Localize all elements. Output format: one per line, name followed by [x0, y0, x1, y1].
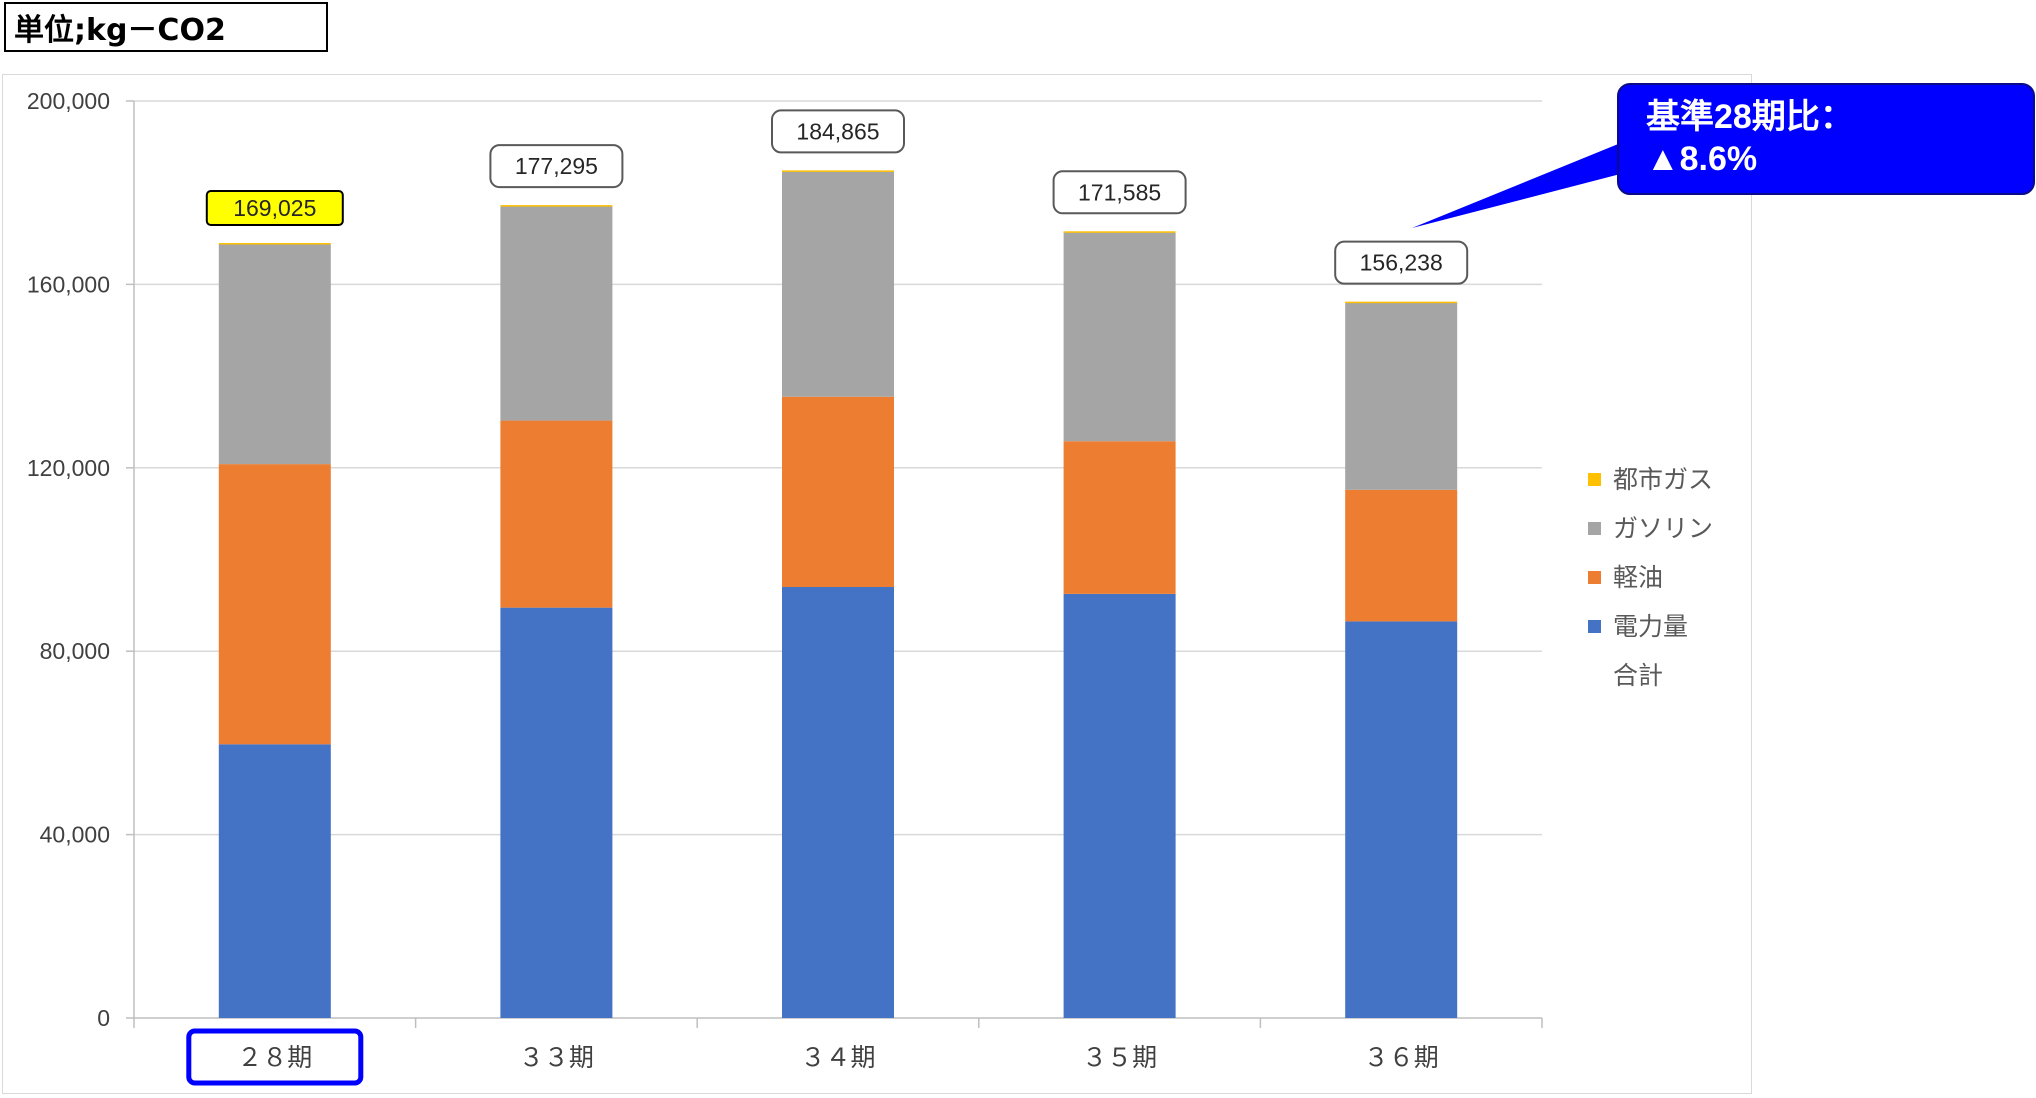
- x-tick-label: ２８期: [237, 1044, 312, 1072]
- bar-segment: [782, 171, 894, 397]
- bar-segment: [782, 587, 894, 1018]
- bar-segment: [1063, 231, 1176, 233]
- total-label: 171,585: [1078, 179, 1161, 205]
- y-tick-label: 0: [97, 1005, 110, 1031]
- bar-segment: [1345, 301, 1458, 304]
- legend-label: 合計: [1613, 662, 1663, 690]
- x-tick-label: ３４期: [800, 1044, 875, 1072]
- bar-segment: [218, 243, 331, 245]
- total-label-box: [771, 109, 905, 154]
- bar-segment: [1063, 593, 1176, 1018]
- legend-swatch: [1588, 571, 1601, 584]
- callout-line1: 基準28期比：: [1646, 98, 1854, 136]
- callout-line2: ▲8.6%: [1646, 140, 1757, 178]
- total-label-box: [1334, 240, 1469, 285]
- total-label-box: [205, 190, 344, 227]
- bar-segment: [500, 206, 613, 421]
- x-tick-label: ３３期: [519, 1044, 594, 1072]
- bars: [218, 170, 1458, 1018]
- legend-label: 軽油: [1613, 564, 1663, 592]
- total-label-box: [489, 144, 624, 189]
- bar-segment: [500, 420, 613, 608]
- total-label: 156,238: [1360, 250, 1443, 276]
- bar-segment: [218, 464, 331, 745]
- legend-swatch: [1588, 473, 1601, 486]
- y-tick-label: 80,000: [40, 638, 110, 664]
- legend-label: ガソリン: [1613, 515, 1713, 543]
- total-label: 177,295: [515, 153, 598, 179]
- callout: 基準28期比： ▲8.6%: [1412, 83, 2035, 228]
- callout-pointer: [1412, 140, 1628, 228]
- bar-segment: [1345, 302, 1458, 490]
- bar-segment: [1345, 489, 1458, 622]
- x-axis-ticks: ２８期 ３３期 ３４期 ３５期 ３６期: [186, 1028, 1439, 1086]
- bar-segment: [782, 170, 894, 172]
- bar-segment: [218, 744, 331, 1018]
- total-label: 184,865: [796, 118, 879, 144]
- legend-swatch: [1588, 620, 1601, 633]
- bar-segment: [500, 607, 613, 1018]
- callout-box: [1617, 83, 2035, 195]
- y-tick-label: 200,000: [27, 88, 110, 114]
- legend-swatch: [1588, 522, 1601, 535]
- bar-segment: [500, 205, 613, 207]
- legend-label: 電力量: [1613, 613, 1688, 641]
- x-tick-label: ３５期: [1082, 1044, 1157, 1072]
- highlight-box: [186, 1028, 364, 1086]
- bar-segment: [782, 396, 894, 588]
- total-labels: 169,025 177,295 184,865 171,585 156,238: [205, 109, 1469, 285]
- total-label: 169,025: [233, 195, 316, 221]
- legend-label: 都市ガス: [1613, 466, 1713, 494]
- x-tick-label: ３６期: [1364, 1044, 1439, 1072]
- bar-segment: [1063, 232, 1176, 442]
- y-tick-label: 160,000: [27, 271, 110, 297]
- total-label-box: [1052, 170, 1187, 215]
- y-tick-label: 40,000: [40, 822, 110, 848]
- bar-segment: [1345, 621, 1458, 1018]
- y-axis-ticks: 0 40,000 80,000 120,000 160,000 200,000: [27, 88, 110, 1031]
- bar-segment: [1063, 441, 1176, 594]
- unit-label: 単位;kg－CO2: [4, 2, 328, 52]
- y-tick-label: 120,000: [27, 455, 110, 481]
- bar-segment: [218, 244, 331, 465]
